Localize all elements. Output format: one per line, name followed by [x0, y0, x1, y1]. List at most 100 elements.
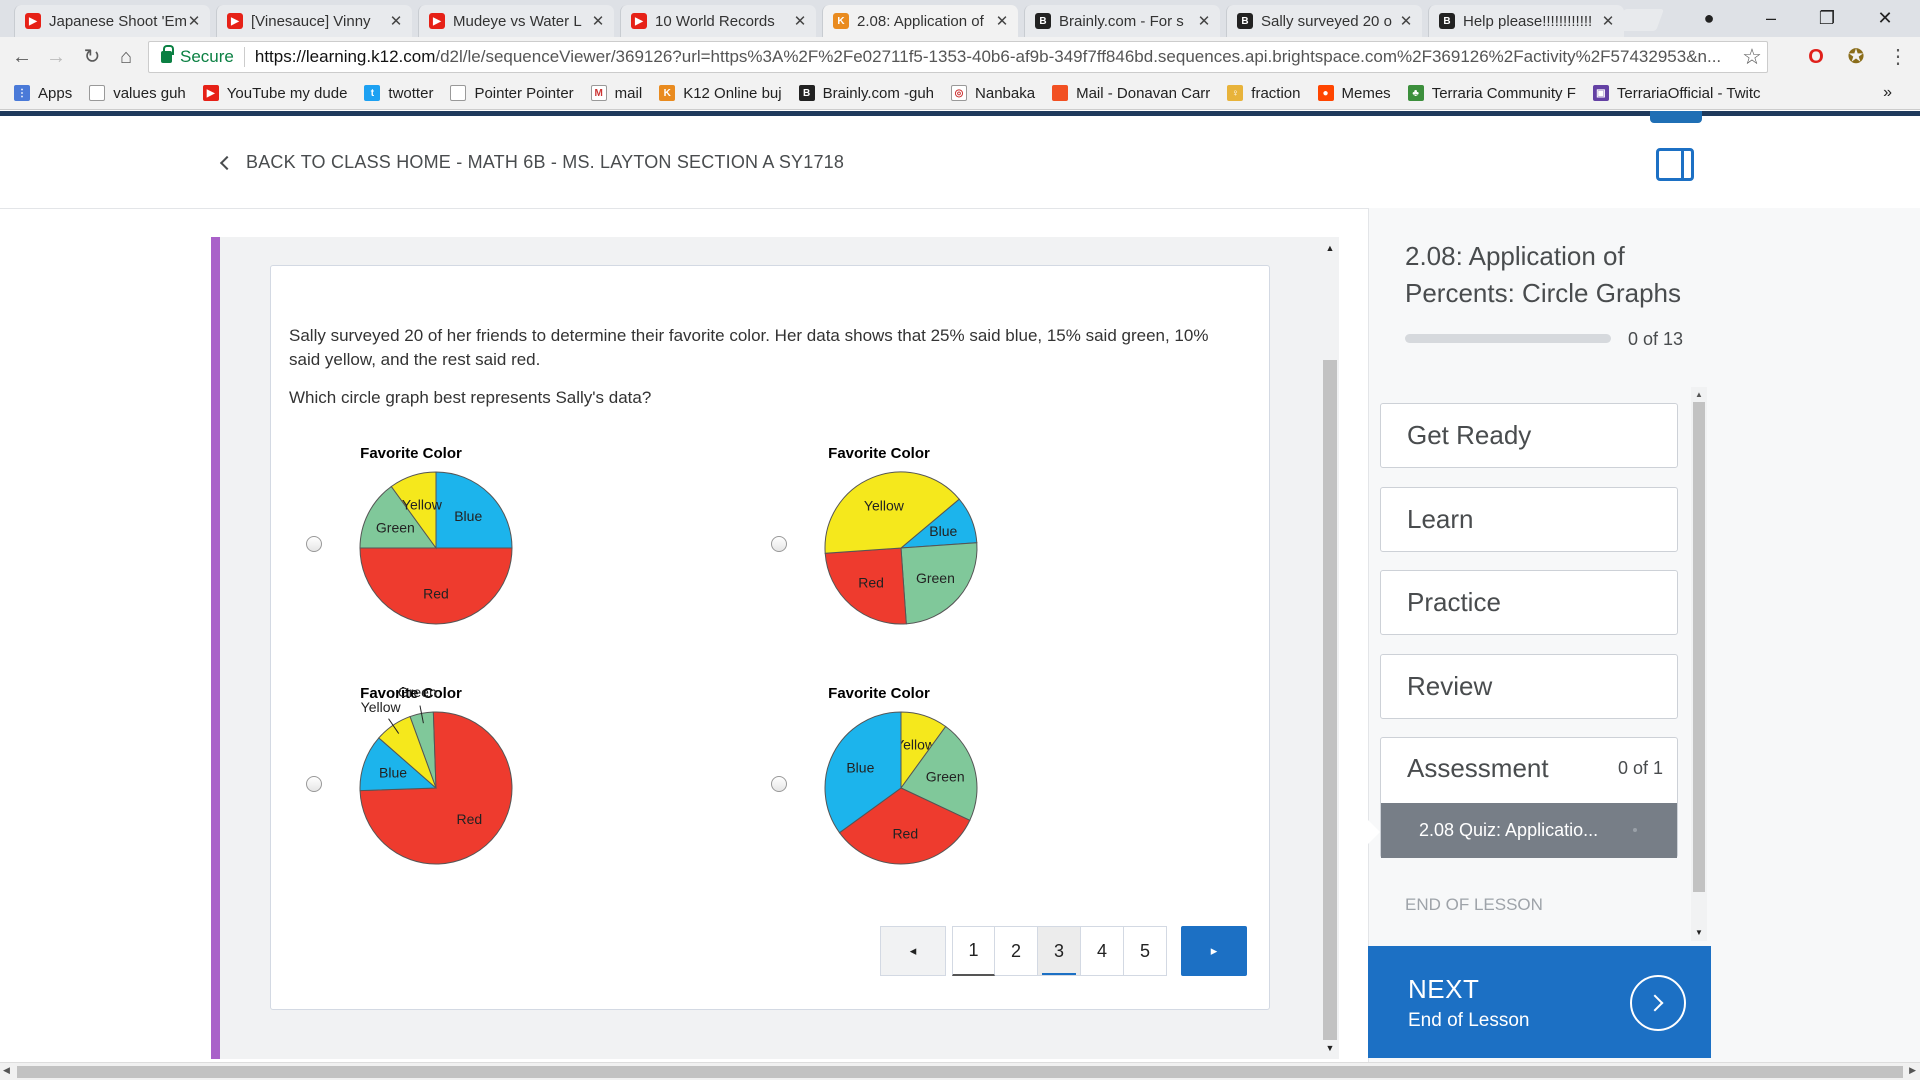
pie-label: Green — [398, 684, 437, 700]
page-button-4[interactable]: 4 — [1081, 926, 1124, 976]
close-tab-icon[interactable]: ✕ — [1601, 13, 1615, 30]
restore-icon[interactable]: ❐ — [1818, 8, 1836, 28]
quiz-item[interactable]: 2.08 Quiz: Applicatio... — [1381, 803, 1677, 858]
scroll-left-icon[interactable]: ◀ — [3, 1065, 10, 1075]
close-tab-icon[interactable]: ✕ — [1399, 13, 1413, 30]
url-text[interactable]: https://learning.k12.com/d2l/le/sequence… — [255, 47, 1737, 67]
section-practice[interactable]: Practice — [1380, 570, 1678, 635]
scroll-down-icon[interactable]: ▼ — [1695, 928, 1703, 937]
next-button[interactable]: NEXT End of Lesson — [1368, 946, 1711, 1058]
section-learn[interactable]: Learn — [1380, 487, 1678, 552]
answer-radio-b[interactable] — [771, 536, 787, 552]
k12-icon: K — [659, 85, 676, 101]
breadcrumb[interactable]: BACK TO CLASS HOME - MATH 6B - MS. LAYTO… — [219, 152, 844, 173]
section-review[interactable]: Review — [1380, 654, 1678, 719]
bookmark-item[interactable]: ◎ Nanbaka — [951, 85, 1035, 102]
bookmark-item[interactable]: Mail - Donavan Carr — [1052, 85, 1210, 102]
answer-radio-c[interactable] — [306, 776, 322, 792]
pie-slice-green — [900, 542, 978, 625]
close-tab-icon[interactable]: ✕ — [591, 13, 605, 30]
bookmark-item[interactable]: K K12 Online buj — [659, 85, 782, 102]
page-button-2[interactable]: 2 — [995, 926, 1038, 976]
sidebar-toggle-icon[interactable] — [1656, 148, 1694, 181]
reddit-icon: ● — [1317, 85, 1334, 101]
bookmark-item[interactable]: ⋮ Apps — [14, 85, 72, 102]
menu-icon[interactable]: ⋮ — [1888, 46, 1908, 68]
back-icon[interactable]: ← — [12, 46, 32, 68]
next-subtitle: End of Lesson — [1408, 1010, 1530, 1031]
browser-tab[interactable]: ▶ Mudeye vs Water L ✕ — [418, 5, 614, 37]
close-tab-icon[interactable]: ✕ — [995, 13, 1009, 30]
bookmark-item[interactable]: ▶ YouTube my dude — [202, 85, 347, 102]
prev-page-button[interactable]: ◂ — [880, 926, 946, 976]
bookmark-item[interactable]: ♀ fraction — [1227, 85, 1301, 102]
new-tab-button[interactable] — [1615, 9, 1665, 31]
bookmark-item[interactable]: ▣ TerrariaOfficial - Twitc — [1592, 85, 1761, 102]
brainly-icon: B — [798, 85, 815, 101]
question-pager: ◂ 1 2 3 4 5 ▸ — [880, 926, 1247, 976]
bookmark-item[interactable]: values guh — [89, 85, 186, 102]
more-bookmarks-icon[interactable]: » — [1883, 84, 1892, 101]
browser-tab[interactable]: B Sally surveyed 20 o ✕ — [1226, 5, 1422, 37]
chevron-right-icon — [1630, 975, 1686, 1031]
minimize-icon[interactable]: – — [1765, 8, 1776, 28]
scroll-right-icon[interactable]: ▶ — [1909, 1065, 1916, 1075]
next-page-button[interactable]: ▸ — [1181, 926, 1247, 976]
reload-icon[interactable]: ↻ — [83, 46, 101, 68]
pie-chart-a: Favorite Color Blue Red Green Yellow — [359, 445, 513, 625]
sidebar-scrollbar-thumb[interactable] — [1693, 402, 1705, 892]
bookmark-star-icon[interactable]: ☆ — [1742, 44, 1762, 69]
bookmark-label: Memes — [1341, 84, 1391, 102]
horizontal-scrollbar[interactable]: ◀ ▶ — [0, 1062, 1920, 1080]
bookmark-item[interactable]: ● Memes — [1317, 84, 1391, 102]
page-button-1[interactable]: 1 — [952, 926, 995, 976]
close-tab-icon[interactable]: ✕ — [389, 13, 403, 30]
answer-option-a[interactable]: Favorite Color Blue Red Green Yellow — [306, 436, 546, 636]
pie-label: Blue — [929, 523, 957, 539]
profile-icon[interactable]: ● — [1703, 8, 1715, 28]
browser-tab[interactable]: B Help please!!!!!!!!!!!! ✕ — [1428, 5, 1624, 37]
section-get-ready[interactable]: Get Ready — [1380, 403, 1678, 468]
bookmark-item[interactable]: Pointer Pointer — [450, 85, 574, 102]
close-tab-icon[interactable]: ✕ — [187, 13, 201, 30]
question-card: Sally surveyed 20 of her friends to dete… — [270, 265, 1270, 1010]
answer-radio-a[interactable] — [306, 536, 322, 552]
browser-tab[interactable]: ▶ Japanese Shoot 'Em ✕ — [14, 5, 210, 37]
browser-tab[interactable]: ▶ [Vinesauce] Vinny ✕ — [216, 5, 412, 37]
quiz-label: 2.08 Quiz: Applicatio... — [1419, 820, 1599, 840]
forward-icon[interactable]: → — [46, 46, 66, 68]
browser-tab[interactable]: ▶ 10 World Records ✕ — [620, 5, 816, 37]
content-scrollbar-thumb[interactable] — [1323, 360, 1337, 1040]
scroll-up-icon[interactable]: ▲ — [1325, 243, 1335, 253]
section-assessment[interactable]: Assessment 0 of 1 2.08 Quiz: Applicatio.… — [1380, 737, 1678, 858]
browser-tab[interactable]: B Brainly.com - For s ✕ — [1024, 5, 1220, 37]
answer-option-c[interactable]: Favorite Color Green Red Blue Yellow — [306, 676, 546, 876]
home-icon[interactable]: ⌂ — [119, 46, 133, 68]
bookmark-list: ⋮ Apps values guh ▶ YouTube my dude t twotter P… — [14, 85, 1778, 102]
close-tab-icon[interactable]: ✕ — [793, 13, 807, 30]
scroll-down-icon[interactable]: ▼ — [1325, 1043, 1335, 1053]
page-button-5[interactable]: 5 — [1124, 926, 1167, 976]
bookmarks-bar: ⋮ Apps values guh ▶ YouTube my dude t twotter P… — [0, 77, 1920, 110]
bookmark-item[interactable]: t twotter — [364, 85, 433, 102]
horizontal-scrollbar-thumb[interactable] — [17, 1066, 1903, 1078]
pie-chart-b: Favorite Color Blue Green Red Yellow — [824, 445, 978, 625]
opera-icon[interactable]: O — [1808, 46, 1824, 68]
address-bar[interactable]: Secure https://learning.k12.com/d2l/le/s… — [148, 41, 1768, 73]
page-button-3[interactable]: 3 — [1038, 926, 1081, 976]
tab-title: Mudeye vs Water L — [453, 12, 582, 30]
answer-option-b[interactable]: Favorite Color Blue Green Red Yellow — [771, 436, 1011, 636]
youtube-icon: ▶ — [631, 13, 647, 29]
close-tab-icon[interactable]: ✕ — [1197, 13, 1211, 30]
pie-label: Red — [892, 825, 918, 841]
scroll-up-icon[interactable]: ▲ — [1695, 390, 1703, 399]
extension-icon[interactable]: ✪ — [1847, 46, 1865, 68]
answer-radio-d[interactable] — [771, 776, 787, 792]
close-window-icon[interactable]: ✕ — [1877, 8, 1893, 28]
answer-option-d[interactable]: Favorite Color Yellow Green Red Blue — [771, 676, 1011, 876]
bookmark-item[interactable]: ♣ Terraria Community F — [1407, 85, 1576, 102]
bookmark-item[interactable]: B Brainly.com -guh — [798, 85, 934, 102]
browser-tab[interactable]: K 2.08: Application of ✕ — [822, 5, 1018, 37]
